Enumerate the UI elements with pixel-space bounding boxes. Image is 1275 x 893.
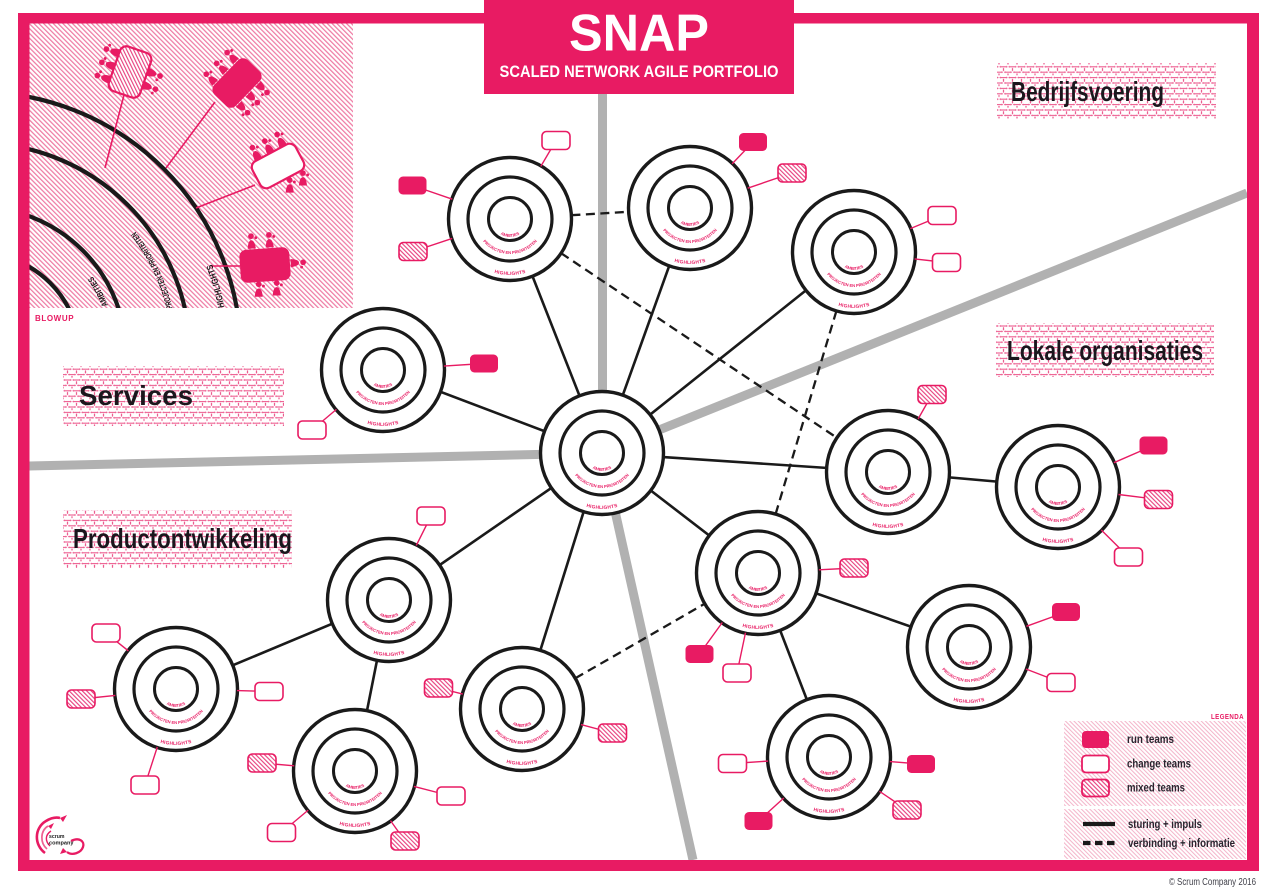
- svg-text:Productontwikkeling: Productontwikkeling: [73, 523, 292, 554]
- svg-text:SNAP: SNAP: [569, 5, 709, 63]
- svg-text:SCALED NETWORK AGILE PORTFOLIO: SCALED NETWORK AGILE PORTFOLIO: [500, 62, 779, 81]
- svg-text:verbinding + informatie: verbinding + informatie: [1128, 836, 1235, 850]
- svg-text:change teams: change teams: [1127, 757, 1191, 771]
- svg-text:mixed teams: mixed teams: [1127, 781, 1185, 795]
- svg-text:run teams: run teams: [1127, 732, 1174, 746]
- svg-text:© Scrum Company 2016: © Scrum Company 2016: [1169, 877, 1256, 888]
- svg-text:scrum: scrum: [49, 834, 65, 840]
- svg-text:BLOWUP: BLOWUP: [35, 314, 74, 323]
- svg-text:LEGENDA: LEGENDA: [1211, 712, 1244, 721]
- svg-text:Services: Services: [79, 380, 193, 411]
- svg-text:Bedrijfsvoering: Bedrijfsvoering: [1011, 76, 1164, 107]
- svg-text:Lokale organisaties: Lokale organisaties: [1007, 335, 1203, 366]
- svg-text:sturing + impuls: sturing + impuls: [1128, 817, 1202, 831]
- svg-text:.company: .company: [48, 841, 75, 847]
